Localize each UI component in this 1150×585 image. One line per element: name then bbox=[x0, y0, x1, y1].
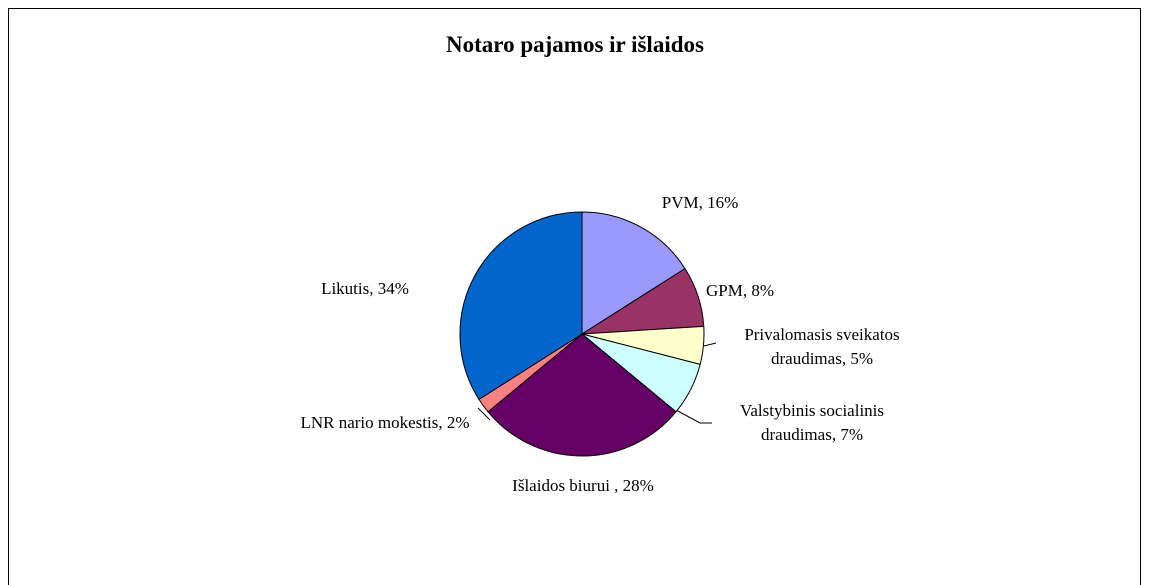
chart-border bbox=[8, 8, 1141, 585]
pie-slice bbox=[459, 211, 583, 401]
data-label: GPM, 8% bbox=[705, 281, 774, 300]
data-label: Likutis, 34% bbox=[321, 279, 409, 298]
data-label: Išlaidos biurui , 28% bbox=[512, 476, 654, 495]
leader-line bbox=[675, 409, 712, 424]
leader-line bbox=[477, 407, 491, 421]
pie-slice bbox=[581, 211, 686, 335]
data-label: PVM, 16% bbox=[661, 193, 739, 212]
leader-line bbox=[703, 342, 717, 347]
data-label: LNR nario mokestis, 2% bbox=[300, 413, 470, 432]
data-label: Valstybinis socialinis draudimas, 7% bbox=[739, 401, 885, 444]
chart-title: Notaro pajamos ir išlaidos bbox=[446, 32, 704, 57]
pie-slice bbox=[487, 333, 677, 457]
data-label: Privalomasis sveikatos draudimas, 5% bbox=[744, 325, 900, 368]
